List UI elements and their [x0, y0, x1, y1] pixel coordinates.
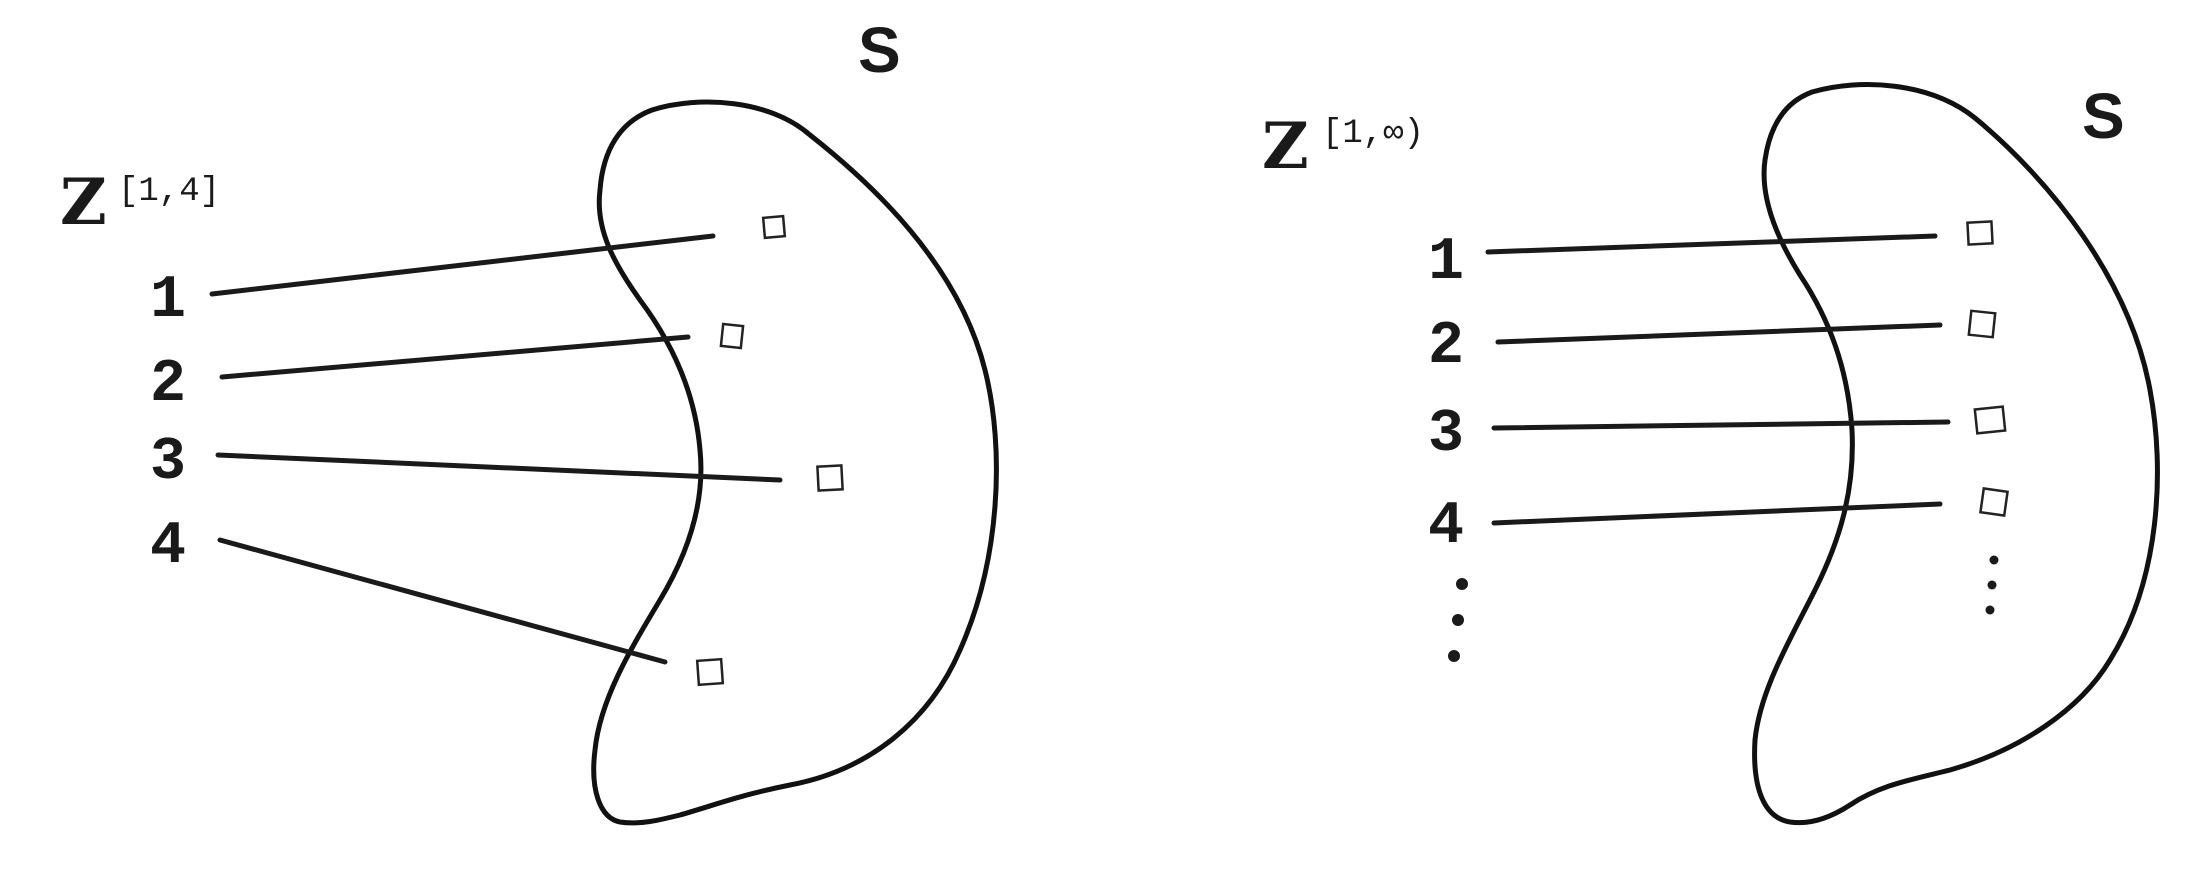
right-set-s-outline: [1752, 82, 2160, 826]
left-index-4: 4: [150, 513, 186, 581]
right-map-line-3: [1491, 419, 1951, 431]
right-point-2: [1967, 309, 1997, 339]
left-index-2: 2: [150, 351, 186, 419]
left-point-2: [719, 322, 745, 350]
left-domain-symbol: Z: [60, 165, 107, 240]
left-index-3: 3: [150, 429, 186, 497]
right-point-3: [1973, 405, 2007, 435]
right-point-continuation-dots: [1985, 555, 1999, 615]
left-index-1: 1: [150, 267, 186, 335]
right-map-line-2: [1495, 322, 1943, 345]
right-map-line-1: [1485, 233, 1938, 255]
right-set-label: S: [2082, 80, 2125, 152]
right-index-1: 1: [1428, 229, 1464, 297]
left-domain-superscript: [1,4]: [118, 173, 220, 211]
left-map-line-1: [209, 233, 716, 297]
right-domain-superscript: [1,∞): [1322, 115, 1424, 153]
left-point-3: [816, 464, 844, 492]
right-index-4: 4: [1428, 493, 1464, 561]
left-set-s-outline: [591, 99, 999, 826]
right-index-3: 3: [1428, 401, 1464, 469]
left-point-4: [695, 657, 725, 687]
left-point-1: [761, 214, 787, 240]
left-map-line-3: [215, 452, 783, 483]
right-index-2: 2: [1428, 313, 1464, 381]
right-index-continuation-dots: [1448, 578, 1468, 662]
right-map-line-4: [1491, 501, 1943, 526]
right-domain-symbol: Z: [1262, 109, 1309, 184]
left-panel: S Z [1,4] 1 2 3 4: [60, 14, 999, 826]
right-point-4: [1979, 487, 2009, 517]
left-map-line-4: [217, 537, 668, 665]
right-point-1: [1966, 220, 1994, 246]
right-panel: S Z [1,∞) 1 2 3 4: [1262, 80, 2160, 826]
left-map-line-2: [219, 334, 691, 380]
left-set-label: S: [858, 14, 901, 86]
